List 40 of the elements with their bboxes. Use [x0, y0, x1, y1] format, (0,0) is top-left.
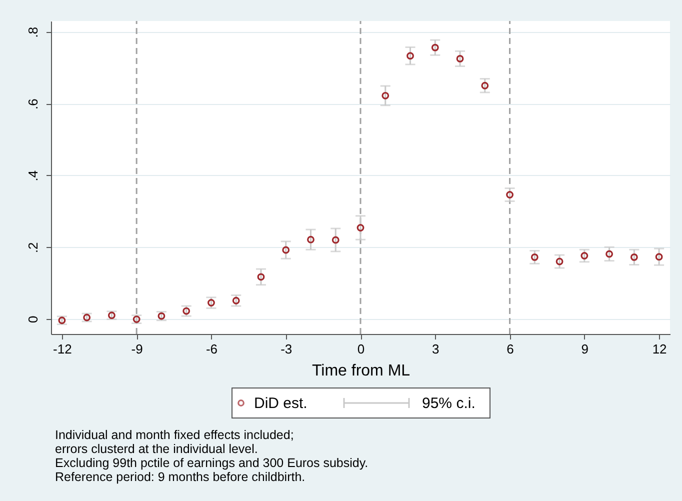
y-tick-label: .2 [26, 242, 40, 254]
point [208, 299, 215, 306]
point [382, 92, 390, 100]
text: 95% c.i. [422, 395, 476, 412]
point [332, 236, 340, 244]
y-tick-label: .4 [26, 170, 40, 182]
point [556, 258, 564, 266]
point [481, 82, 489, 90]
point [655, 253, 663, 261]
y-tick-label: 0 [26, 316, 40, 324]
point [307, 236, 314, 244]
x-axis-title: Time from ML [312, 362, 410, 380]
x-tick-label: -6 [206, 342, 218, 356]
x-tick-label: 3 [432, 342, 440, 356]
point [506, 191, 514, 198]
point [232, 296, 240, 304]
text: errors clusterd at the individual level. [55, 442, 258, 456]
text: Reference period: 9 months before childbirth. [55, 470, 306, 484]
point [580, 252, 588, 260]
point [257, 273, 265, 281]
point [406, 52, 414, 60]
x-tick-label: 12 [652, 342, 667, 356]
y-tick-label: .8 [26, 26, 40, 38]
x-tick-label: 9 [581, 342, 589, 356]
point [606, 250, 614, 258]
text: Individual and month fixed effects included; [55, 428, 294, 442]
point [282, 246, 290, 254]
x-tick-label: -12 [53, 342, 72, 356]
point [530, 253, 538, 261]
text: Excluding 99th pctile of earnings and 300 Euros subsidy. [55, 456, 368, 470]
point [356, 224, 364, 232]
y-tick-label: .6 [26, 98, 40, 110]
point [431, 44, 439, 52]
x-tick-label: -3 [280, 342, 292, 356]
x-tick-label: 6 [506, 342, 514, 356]
x-tick-label: 0 [357, 342, 365, 356]
point [456, 54, 464, 62]
x-tick-label: -9 [131, 342, 143, 356]
legend-label: DiD est. [254, 395, 308, 412]
point [630, 253, 638, 261]
